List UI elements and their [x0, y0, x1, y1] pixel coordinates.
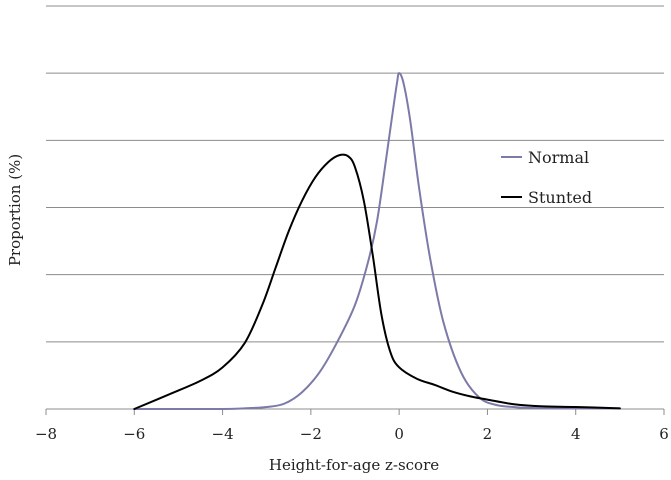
- x-tick-label: −2: [300, 425, 322, 443]
- legend-label-normal: Normal: [528, 148, 589, 167]
- y-axis-title: Proportion (%): [6, 154, 24, 266]
- x-axis-ticks: −8 −6 −4 −2 0 2 4 6: [35, 409, 669, 443]
- x-tick-label: −4: [212, 425, 234, 443]
- x-tick-label: 4: [571, 425, 581, 443]
- series-line-stunted: [133, 153, 621, 410]
- x-axis-title: Height-for-age z-score: [269, 456, 439, 474]
- gridlines: [46, 5, 664, 343]
- legend-label-stunted: Stunted: [528, 188, 592, 207]
- legend-item-stunted: Stunted: [501, 188, 592, 207]
- x-tick-label: 6: [659, 425, 669, 443]
- x-tick-label: 2: [483, 425, 493, 443]
- x-tick-label: −8: [35, 425, 57, 443]
- series-line-normal: [133, 72, 621, 411]
- series-layer: [133, 72, 621, 411]
- legend-item-normal: Normal: [501, 148, 589, 167]
- x-tick-label: −6: [123, 425, 145, 443]
- x-tick-label: 0: [394, 425, 404, 443]
- legend: Normal Stunted: [501, 148, 592, 207]
